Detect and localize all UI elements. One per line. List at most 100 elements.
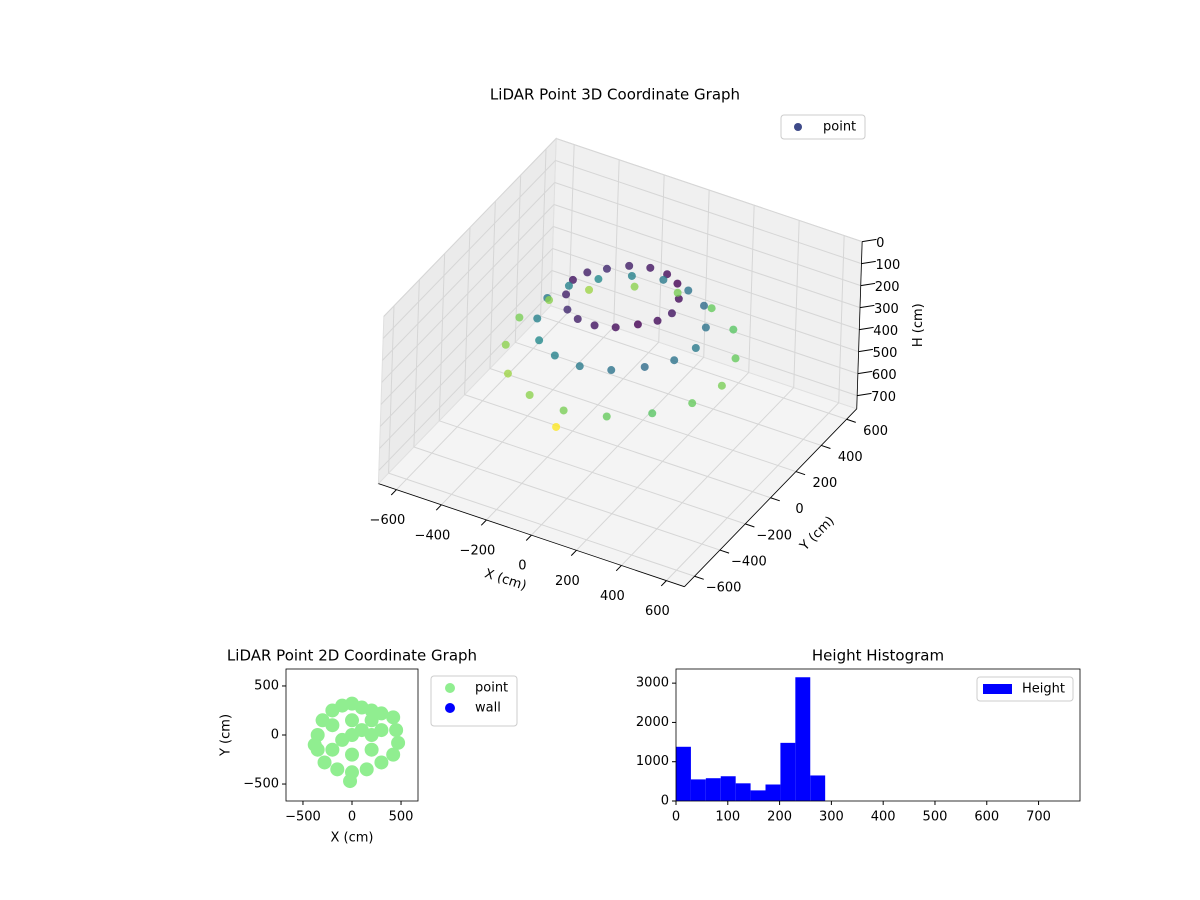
tick-mark — [615, 565, 622, 572]
x-tick-label: 400 — [871, 810, 896, 825]
point — [317, 755, 332, 770]
x-tick-label: 600 — [645, 604, 670, 619]
tick-mark — [857, 370, 873, 375]
tick-mark — [435, 504, 442, 511]
y-tick-label: 3000 — [636, 676, 669, 691]
chart-title: LiDAR Point 3D Coordinate Graph — [490, 86, 740, 104]
legend-label: point — [823, 120, 856, 135]
point — [667, 309, 676, 318]
grid-line — [378, 292, 552, 471]
point — [611, 323, 620, 332]
x-tick-label: 100 — [715, 810, 740, 825]
point — [533, 314, 542, 323]
point — [307, 737, 322, 752]
point — [602, 264, 611, 273]
x-tick-label: 500 — [389, 810, 414, 825]
point — [559, 406, 568, 415]
point — [325, 742, 340, 757]
grid-line — [793, 220, 800, 388]
legend-box — [976, 676, 1074, 702]
legend-marker — [445, 703, 455, 713]
point — [659, 275, 668, 284]
point — [717, 381, 726, 390]
point — [633, 320, 642, 329]
point — [354, 723, 369, 738]
x-tick-label: 200 — [555, 574, 580, 589]
x-tick-label: 0 — [672, 810, 680, 825]
tick-mark — [821, 444, 831, 449]
point — [590, 321, 599, 330]
y-tick-label: −600 — [706, 581, 742, 596]
legend-marker — [445, 683, 455, 693]
grid-line — [550, 292, 858, 397]
point — [503, 369, 512, 378]
grid-line — [515, 341, 822, 446]
x-axis-label: X (cm) — [331, 831, 374, 846]
legend-marker — [794, 123, 802, 131]
point — [386, 710, 401, 725]
x-tick-label: 0 — [348, 810, 356, 825]
point — [701, 323, 710, 332]
bar — [690, 779, 706, 801]
grid-line — [438, 253, 446, 421]
grid-line — [551, 270, 859, 375]
tick-mark — [660, 580, 667, 587]
point — [535, 336, 544, 345]
y-tick-label: 500 — [254, 678, 279, 693]
grid-line — [379, 270, 553, 449]
point — [364, 713, 379, 728]
grid-line — [382, 182, 556, 361]
point — [648, 409, 657, 418]
point — [729, 325, 738, 334]
z-tick-label: 100 — [875, 258, 900, 273]
bar — [810, 775, 826, 801]
bar — [780, 742, 796, 801]
y-tick-label: −200 — [756, 528, 792, 543]
bar — [750, 790, 766, 801]
tick-mark — [861, 260, 876, 265]
grid-line — [388, 472, 695, 577]
point — [345, 747, 359, 762]
x-tick-label: 500 — [923, 810, 948, 825]
tick-mark — [846, 418, 856, 423]
grid-line — [540, 315, 847, 420]
z-tick-label: 700 — [871, 390, 896, 405]
grid-line — [555, 138, 863, 243]
tick-mark — [719, 549, 730, 554]
x-tick-label: 400 — [600, 589, 625, 604]
bar — [705, 778, 721, 801]
y-tick-label: −500 — [243, 777, 279, 792]
point — [335, 732, 350, 747]
grid-line — [838, 235, 845, 403]
point — [630, 282, 639, 291]
grid-line — [464, 394, 771, 499]
point — [330, 762, 345, 777]
y-tick-label: 400 — [838, 450, 863, 465]
chart-title: LiDAR Point 2D Coordinate Graph — [227, 647, 477, 665]
tick-mark — [745, 523, 755, 528]
point — [707, 304, 716, 313]
y-tick-label: 2000 — [636, 715, 669, 730]
grid-line — [613, 159, 620, 327]
grid-line — [464, 227, 471, 395]
point — [501, 340, 510, 349]
grid-line — [413, 279, 420, 447]
legend-label: wall — [475, 701, 501, 716]
y-tick-label: 0 — [271, 728, 279, 743]
grid-line — [489, 201, 496, 369]
point — [691, 344, 700, 353]
y-axis-label: Y (cm) — [797, 514, 838, 555]
point — [345, 713, 359, 728]
grid-line — [413, 446, 721, 551]
z-axis-line — [856, 241, 863, 409]
point — [646, 263, 655, 272]
point — [364, 742, 379, 757]
point — [663, 270, 672, 279]
point — [573, 314, 582, 323]
chart-title: Height Histogram — [812, 647, 944, 665]
tick-mark — [859, 304, 875, 309]
z-tick-label: 500 — [873, 346, 898, 361]
point — [653, 316, 662, 325]
point — [374, 755, 389, 770]
point — [386, 747, 401, 762]
